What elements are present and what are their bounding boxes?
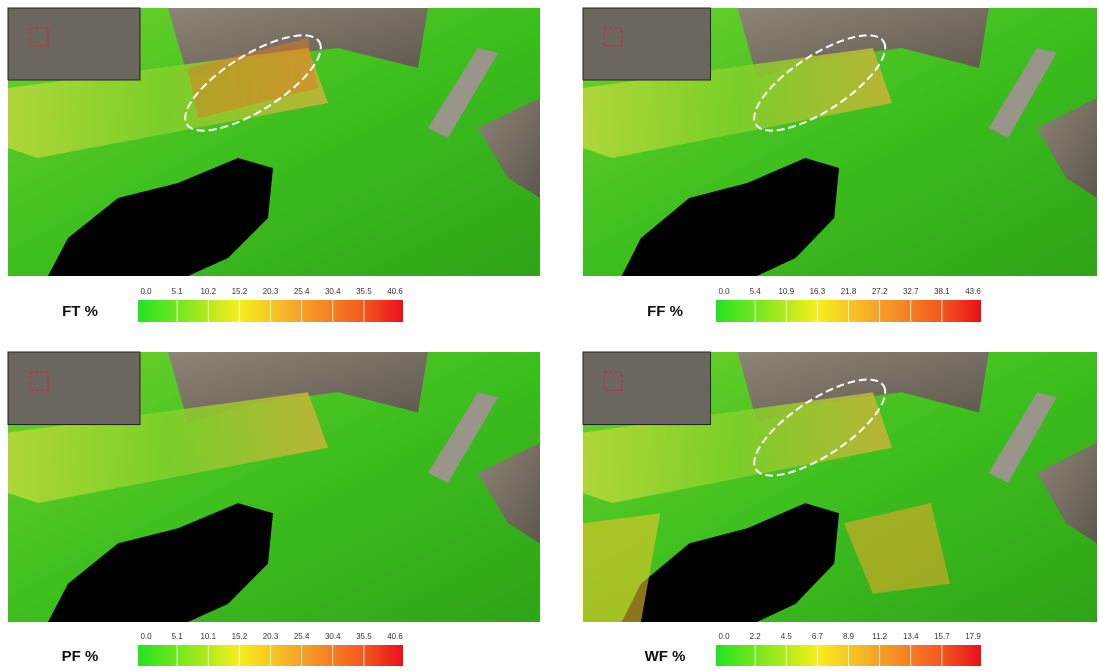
colorbar-tick-label: 2.2 (750, 632, 762, 641)
colorbar-tick-label: 40.6 (387, 287, 403, 296)
colorbar-tick-label: 5.4 (750, 287, 762, 296)
colorbar-tick-label: 35.5 (356, 287, 372, 296)
colorbar-tick-label: 30.4 (325, 632, 341, 641)
inset-map (583, 8, 711, 80)
colorbar-tick-label: 20.3 (263, 287, 279, 296)
colorbar-tick-label: 13.4 (903, 632, 919, 641)
colorbar-tick-label: 0.0 (140, 287, 152, 296)
colorbar-tick-label: 10.2 (200, 287, 216, 296)
colorbar-tick-label: 0.0 (140, 632, 152, 641)
panel-label: FT % (62, 303, 98, 320)
colorbar-tick-label: 6.7 (812, 632, 824, 641)
inset-map (8, 352, 140, 425)
colorbar-tick-label: 0.0 (718, 287, 730, 296)
colorbar-tick-label: 27.2 (872, 287, 888, 296)
terrain-image (8, 352, 540, 622)
colorbar-tick-label: 35.5 (356, 632, 372, 641)
panel (583, 8, 1097, 276)
panel-label: PF % (62, 648, 99, 665)
colorbar-tick-label: 30.4 (325, 287, 341, 296)
colorbar-tick-label: 25.4 (294, 632, 310, 641)
colorbar-tick-label: 17.9 (965, 632, 981, 641)
colorbar-tick-label: 32.7 (903, 287, 919, 296)
colorbar-tick-label: 16.3 (810, 287, 826, 296)
colorbar-tick-label: 0.0 (718, 632, 730, 641)
colorbar-tick-label: 10.9 (778, 287, 794, 296)
inset-map (8, 8, 140, 80)
colorbar-tick-label: 15.2 (232, 632, 248, 641)
colorbar-tick-label: 11.2 (872, 632, 888, 641)
terrain-image (8, 8, 540, 276)
terrain-image (583, 352, 1097, 622)
colorbar-tick-label: 5.1 (172, 632, 184, 641)
colorbar-tick-label: 15.2 (232, 287, 248, 296)
colorbar-tick-label: 21.8 (841, 287, 857, 296)
colorbar-tick-label: 38.1 (934, 287, 950, 296)
colorbar-tick-label: 5.1 (172, 287, 184, 296)
colorbar-tick-label: 8.9 (843, 632, 855, 641)
panel-label: FF % (647, 303, 683, 320)
inset-map (583, 352, 711, 425)
colorbar-tick-label: 25.4 (294, 287, 310, 296)
colorbar-tick-label: 40.6 (387, 632, 403, 641)
panel (583, 352, 1097, 622)
colorbar-tick-label: 43.6 (965, 287, 981, 296)
colorbar-tick-label: 4.5 (781, 632, 793, 641)
terrain-image (583, 8, 1097, 276)
colorbar-tick-label: 20.3 (263, 632, 279, 641)
panel (8, 352, 540, 622)
panel (8, 8, 540, 276)
colorbar-tick-label: 10.1 (200, 632, 216, 641)
figure: 0.0 5.1 10.2 15.2 20.3 25.4 30.4 35.5 40.6 FT % 0.… (0, 0, 1099, 666)
colorbar-tick-label: 15.7 (934, 632, 950, 641)
panel-label: WF % (645, 648, 686, 665)
